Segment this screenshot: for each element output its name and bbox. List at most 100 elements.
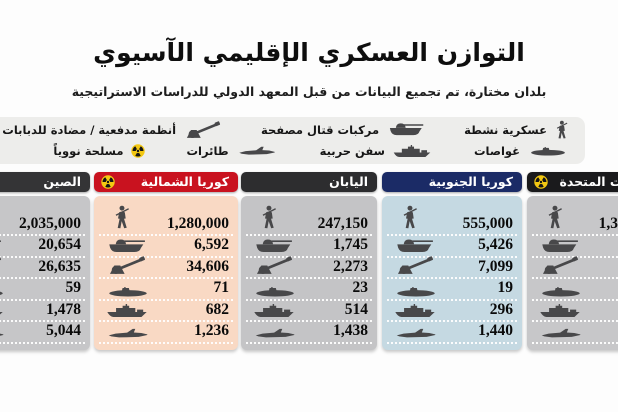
table-row: 5,426: [387, 236, 517, 258]
value-submarines: 59: [65, 279, 82, 297]
legend-label: مركبات قتال مصفحة: [261, 122, 380, 137]
value-aircraft: 1,236: [194, 322, 229, 340]
warship-icon: [392, 145, 432, 158]
warship-icon: [393, 304, 437, 318]
country-card-japan: اليابان 247,150 1,745 2,273 23 514: [241, 172, 377, 350]
tank-icon: [538, 238, 581, 254]
submarine-icon: [0, 287, 7, 297]
value-armored-vehicles: 5,426: [478, 236, 513, 254]
artillery-icon: [105, 256, 149, 275]
submarine-icon: [538, 287, 584, 297]
jet-icon: [393, 328, 439, 340]
country-body: 555,000 5,426 7,099 19 296 1,440: [382, 196, 522, 350]
country-body: 247,150 1,745 2,273 23 514 1,438: [241, 196, 377, 350]
legend-label: طائرات: [186, 144, 229, 159]
value-active-military: 2,035,000: [19, 214, 81, 232]
warship-icon: [538, 304, 582, 318]
legend-item-armored-vehicles: مركبات قتال مصفحة: [261, 122, 426, 137]
value-submarines: 71: [213, 279, 230, 297]
tank-icon: [105, 238, 148, 254]
table-row: 1,236: [99, 322, 233, 344]
legend-label: سفن حربية: [319, 144, 385, 159]
value-aircraft: 1,438: [333, 322, 368, 340]
country-header: كوريا الشمالية: [94, 172, 238, 192]
value-armored-vehicles: 6,592: [194, 236, 229, 254]
value-armored-vehicles: 1,745: [333, 236, 368, 254]
soldier-icon: [545, 203, 564, 232]
legend-item-active-military: عسكرية نشطة: [464, 119, 569, 141]
table-row: 1,3: [532, 199, 618, 236]
legend-item-nuclear-armed: مسلحة نووياً: [53, 144, 144, 158]
table-row: 26,635: [0, 258, 85, 280]
legend-item-aircraft: طائرات: [187, 144, 278, 158]
legend-item-submarines: غواصات: [474, 144, 569, 158]
legend-label: أنظمة مدفعية / مضادة للدبابات / قاذفات: [0, 122, 177, 137]
table-row: 1,438: [246, 322, 372, 344]
value-artillery: 34,606: [186, 257, 229, 275]
table-row: 1,478: [0, 301, 85, 323]
table-row: 514: [246, 301, 372, 323]
country-header: الولايات المتحدة: [527, 172, 618, 192]
radiation-icon: [101, 175, 115, 189]
value-aircraft: 1,440: [478, 322, 513, 340]
jet-icon: [105, 328, 151, 340]
country-name: اليابان: [329, 174, 368, 189]
country-card-north-korea: كوريا الشمالية 1,280,000 6,592 34,606 71…: [94, 172, 238, 350]
artillery-icon: [538, 256, 582, 275]
table-row: [532, 279, 618, 301]
country-header: كوريا الجنوبية: [382, 172, 522, 192]
legend: عسكرية نشطة مركبات قتال مصفحة أنظمة مدفع…: [0, 117, 585, 164]
value-submarines: 23: [352, 279, 369, 297]
value-armored-vehicles: 20,654: [38, 236, 81, 254]
table-row: 20,654: [0, 236, 85, 258]
value-warships: 1,478: [46, 300, 81, 318]
table-row: 71: [99, 279, 233, 301]
country-name: كوريا الشمالية: [140, 174, 229, 189]
tank-icon: [393, 238, 436, 254]
tank-icon: [0, 238, 4, 254]
tank-icon: [386, 122, 426, 137]
soldier-icon: [112, 203, 131, 232]
jet-icon: [0, 328, 7, 340]
submarine-icon: [393, 287, 439, 297]
table-row: 2,035,000: [0, 199, 85, 236]
warship-icon: [252, 304, 296, 318]
table-row: 23: [246, 279, 372, 301]
artillery-icon: [0, 256, 5, 275]
soldier-icon: [554, 119, 569, 141]
table-row: 2,273: [246, 258, 372, 280]
table-row: 296: [387, 301, 517, 323]
country-header: اليابان: [241, 172, 377, 192]
legend-row-2: غواصات سفن حربية طائرات مسلحة نووياً: [0, 141, 569, 163]
radiation-icon: [131, 144, 145, 158]
table-row: 34,606: [99, 258, 233, 280]
country-body: 1,280,000 6,592 34,606 71 682 1,236: [94, 196, 238, 350]
value-warships: 682: [205, 300, 229, 318]
legend-label: غواصات: [474, 144, 520, 159]
value-warships: 296: [489, 300, 513, 318]
jet-icon: [538, 328, 584, 340]
submarine-icon: [105, 287, 151, 297]
table-row: 555,000: [387, 199, 517, 236]
value-artillery: 26,635: [38, 257, 81, 275]
page-title: التوازن العسكري الإقليمي الآسيوي: [93, 38, 525, 67]
table-row: [532, 301, 618, 323]
value-artillery: 7,099: [478, 257, 513, 275]
legend-row-1: عسكرية نشطة مركبات قتال مصفحة أنظمة مدفع…: [0, 119, 569, 141]
table-row: 1,745: [246, 236, 372, 258]
country-name: الصين: [43, 174, 81, 189]
artillery-icon: [252, 256, 296, 275]
country-body: 1,3: [527, 196, 618, 350]
page-subtitle: بلدان مختارة، تم تجميع البيانات من قبل ا…: [71, 84, 547, 99]
country-card-united-states: الولايات المتحدة 1,3: [527, 172, 618, 350]
table-row: 59: [0, 279, 85, 301]
value-artillery: 2,273: [333, 257, 368, 275]
table-row: 1,280,000: [99, 199, 233, 236]
table-row: 6,592: [99, 236, 233, 258]
jet-icon: [252, 328, 298, 340]
value-warships: 514: [344, 300, 368, 318]
table-row: 682: [99, 301, 233, 323]
soldier-icon: [400, 203, 419, 232]
radiation-icon: [534, 175, 548, 189]
